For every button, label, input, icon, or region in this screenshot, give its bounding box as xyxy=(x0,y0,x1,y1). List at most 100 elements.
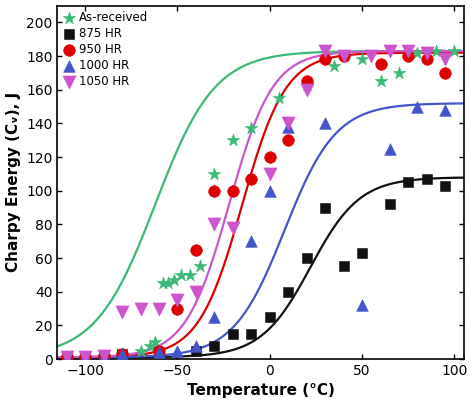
1000 HR xyxy=(82,352,89,359)
1050 HR xyxy=(303,86,310,93)
875 HR xyxy=(247,330,255,337)
1050 HR xyxy=(210,221,218,227)
1050 HR xyxy=(192,288,200,295)
1050 HR xyxy=(266,170,273,177)
As-received xyxy=(275,95,283,101)
As-received xyxy=(82,354,89,361)
950 HR xyxy=(247,176,255,182)
As-received xyxy=(159,280,166,286)
1050 HR xyxy=(386,48,393,54)
As-received xyxy=(303,82,310,88)
As-received xyxy=(63,354,71,361)
1050 HR xyxy=(63,354,71,361)
1000 HR xyxy=(358,302,366,308)
1000 HR xyxy=(321,120,329,126)
1000 HR xyxy=(284,124,292,130)
As-received xyxy=(146,342,154,349)
950 HR xyxy=(377,61,384,68)
As-received xyxy=(229,137,237,143)
1000 HR xyxy=(247,238,255,244)
950 HR xyxy=(82,354,89,361)
1000 HR xyxy=(386,145,393,152)
1050 HR xyxy=(441,56,449,63)
As-received xyxy=(451,48,458,54)
950 HR xyxy=(284,137,292,143)
1050 HR xyxy=(173,297,181,303)
950 HR xyxy=(266,154,273,160)
As-received xyxy=(432,48,440,54)
875 HR xyxy=(266,314,273,320)
As-received xyxy=(395,69,403,76)
1000 HR xyxy=(414,103,421,110)
875 HR xyxy=(155,349,163,356)
950 HR xyxy=(173,305,181,312)
1000 HR xyxy=(192,342,200,349)
1050 HR xyxy=(82,354,89,361)
875 HR xyxy=(284,288,292,295)
950 HR xyxy=(423,56,430,63)
1050 HR xyxy=(229,225,237,231)
875 HR xyxy=(192,347,200,354)
950 HR xyxy=(210,187,218,194)
1050 HR xyxy=(367,53,375,59)
1000 HR xyxy=(118,351,126,357)
1050 HR xyxy=(321,48,329,54)
As-received xyxy=(247,125,255,132)
950 HR xyxy=(100,352,108,359)
X-axis label: Temperature (°C): Temperature (°C) xyxy=(187,383,335,398)
1050 HR xyxy=(118,309,126,315)
As-received xyxy=(187,271,194,278)
As-received xyxy=(137,347,145,354)
As-received xyxy=(170,277,178,283)
950 HR xyxy=(155,347,163,354)
1050 HR xyxy=(155,305,163,312)
950 HR xyxy=(303,78,310,84)
875 HR xyxy=(303,255,310,261)
1000 HR xyxy=(441,107,449,113)
875 HR xyxy=(63,354,71,361)
875 HR xyxy=(340,263,347,270)
1000 HR xyxy=(155,349,163,356)
As-received xyxy=(164,280,172,286)
As-received xyxy=(152,339,159,345)
As-received xyxy=(330,63,338,69)
875 HR xyxy=(229,330,237,337)
950 HR xyxy=(63,354,71,361)
950 HR xyxy=(404,53,412,59)
1000 HR xyxy=(173,347,181,354)
950 HR xyxy=(192,246,200,253)
1050 HR xyxy=(340,53,347,59)
950 HR xyxy=(229,187,237,194)
1000 HR xyxy=(266,187,273,194)
875 HR xyxy=(358,250,366,256)
As-received xyxy=(358,56,366,63)
1050 HR xyxy=(423,49,430,56)
As-received xyxy=(177,271,185,278)
950 HR xyxy=(118,351,126,357)
875 HR xyxy=(82,352,89,359)
875 HR xyxy=(441,183,449,189)
875 HR xyxy=(210,342,218,349)
875 HR xyxy=(386,201,393,207)
As-received xyxy=(196,263,203,270)
1000 HR xyxy=(210,314,218,320)
875 HR xyxy=(118,351,126,357)
Legend: As-received, 875 HR, 950 HR, 1000 HR, 1050 HR: As-received, 875 HR, 950 HR, 1000 HR, 10… xyxy=(61,9,150,90)
1050 HR xyxy=(137,305,145,312)
950 HR xyxy=(321,56,329,63)
As-received xyxy=(118,351,126,357)
950 HR xyxy=(441,69,449,76)
Y-axis label: Charpy Energy (Cᵥ), J: Charpy Energy (Cᵥ), J xyxy=(6,92,20,272)
875 HR xyxy=(100,352,108,359)
As-received xyxy=(210,170,218,177)
875 HR xyxy=(423,176,430,182)
As-received xyxy=(377,78,384,84)
As-received xyxy=(100,352,108,359)
950 HR xyxy=(340,53,347,59)
As-received xyxy=(414,49,421,56)
1000 HR xyxy=(100,352,108,359)
1050 HR xyxy=(284,120,292,126)
1050 HR xyxy=(100,352,108,359)
1050 HR xyxy=(404,48,412,54)
875 HR xyxy=(404,179,412,185)
